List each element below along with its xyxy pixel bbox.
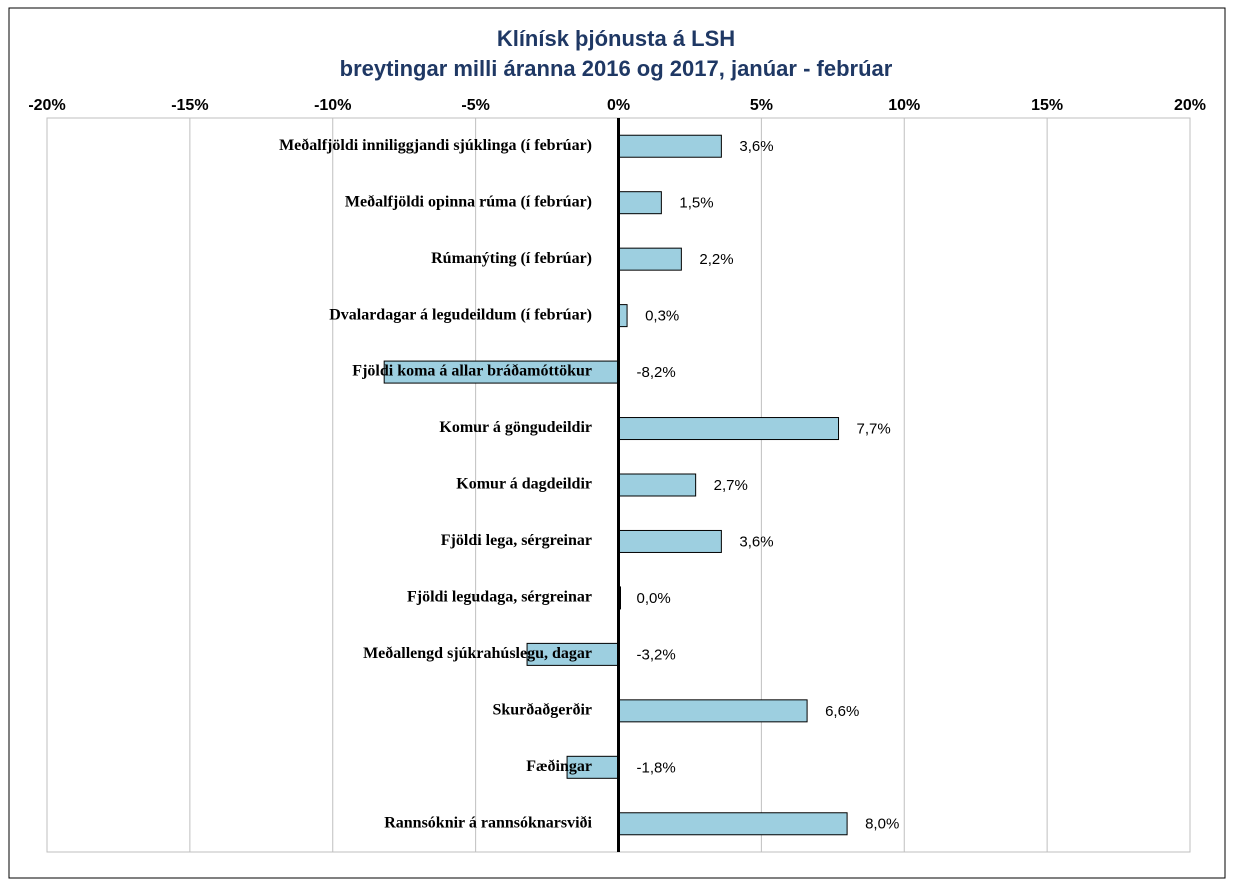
value-label: -1,8%	[637, 759, 676, 776]
value-label: 8,0%	[865, 816, 899, 833]
bar	[618, 812, 848, 836]
category-label: Fjöldi legudaga, sérgreinar	[407, 589, 592, 606]
bar	[618, 417, 840, 441]
bar	[618, 134, 722, 158]
bar	[618, 247, 682, 271]
x-tick-label: 10%	[888, 97, 920, 114]
bar	[618, 191, 662, 215]
bar	[618, 473, 697, 497]
x-tick-label: 20%	[1174, 97, 1206, 114]
value-label: 6,6%	[825, 703, 859, 720]
value-label: -3,2%	[637, 646, 676, 663]
category-label: Komur á dagdeildir	[456, 476, 592, 493]
category-label: Dvalardagar á legudeildum (í febrúar)	[329, 306, 592, 323]
value-label: 0,3%	[645, 308, 679, 325]
category-label: Meðallengd sjúkrahúslegu, dagar	[363, 645, 592, 662]
x-tick-label: -10%	[314, 97, 351, 114]
value-label: 7,7%	[857, 421, 891, 438]
value-label: -8,2%	[637, 364, 676, 381]
value-label: 2,2%	[699, 251, 733, 268]
x-tick-label: -20%	[28, 97, 65, 114]
value-label: 3,6%	[739, 138, 773, 155]
category-label: Meðalfjöldi inniliggjandi sjúklinga (í f…	[279, 137, 592, 154]
chart-title: Klínísk þjónusta á LSH	[497, 26, 735, 51]
category-label: Rúmanýting (í febrúar)	[431, 250, 592, 267]
category-label: Meðalfjöldi opinna rúma (í febrúar)	[345, 193, 592, 210]
category-label: Fjöldi lega, sérgreinar	[441, 532, 592, 549]
x-tick-label: 5%	[750, 97, 773, 114]
value-label: 2,7%	[714, 477, 748, 494]
x-tick-label: -5%	[461, 97, 489, 114]
value-label: 0,0%	[637, 590, 671, 607]
x-tick-label: 15%	[1031, 97, 1063, 114]
category-label: Fæðingar	[526, 758, 592, 775]
category-label: Komur á göngudeildir	[439, 419, 592, 436]
category-label: Skurðaðgerðir	[492, 702, 592, 719]
category-label: Fjöldi koma á allar bráðamóttökur	[352, 363, 592, 380]
x-tick-label: -15%	[171, 97, 208, 114]
bar	[618, 699, 808, 723]
value-label: 1,5%	[679, 195, 713, 212]
category-label: Rannsóknir á rannsóknarsviði	[384, 814, 592, 831]
chart-subtitle: breytingar milli áranna 2016 og 2017, ja…	[340, 56, 893, 81]
x-tick-label: 0%	[607, 97, 630, 114]
value-label: 3,6%	[739, 533, 773, 550]
bar	[618, 529, 722, 553]
